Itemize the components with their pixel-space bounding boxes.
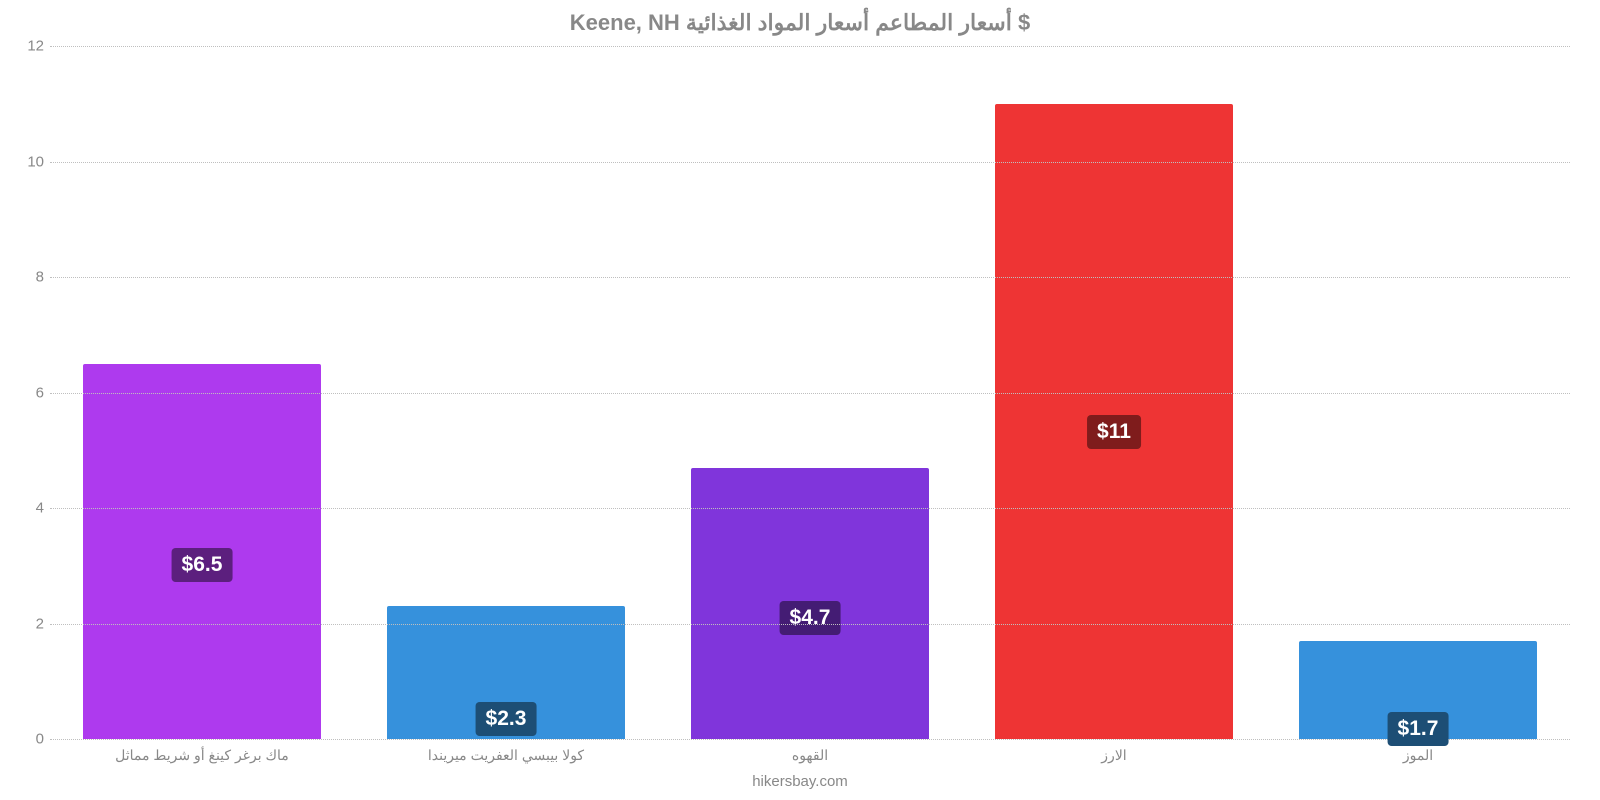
x-tick-label: كولا بيبسي العفريت ميريندا (354, 747, 658, 764)
gridline (50, 393, 1570, 394)
y-tick-label: 4 (10, 500, 44, 517)
y-tick-label: 12 (10, 38, 44, 55)
y-tick-label: 2 (10, 615, 44, 632)
bar-value-label: $1.7 (1388, 712, 1449, 746)
x-tick-label: القهوه (658, 747, 962, 764)
attribution-text: hikersbay.com (0, 773, 1600, 790)
bar: $1.7 (1299, 641, 1536, 739)
gridline (50, 277, 1570, 278)
gridline (50, 162, 1570, 163)
bar-value-label: $4.7 (780, 601, 841, 635)
y-tick-label: 0 (10, 731, 44, 748)
bar-value-label: $2.3 (476, 702, 537, 736)
y-tick-label: 6 (10, 384, 44, 401)
bar-value-label: $6.5 (172, 548, 233, 582)
y-tick-label: 8 (10, 269, 44, 286)
chart-title: Keene, NH أسعار المطاعم أسعار المواد الغ… (0, 0, 1600, 46)
gridline (50, 46, 1570, 47)
x-axis-labels: ماك برغر كينغ أو شريط مماثلكولا بيبسي ال… (50, 747, 1570, 764)
x-tick-label: الموز (1266, 747, 1570, 764)
price-bar-chart: Keene, NH أسعار المطاعم أسعار المواد الغ… (0, 0, 1600, 800)
bar: $2.3 (387, 606, 624, 739)
gridline (50, 508, 1570, 509)
x-tick-label: ماك برغر كينغ أو شريط مماثل (50, 747, 354, 764)
plot-area: $6.5$2.3$4.7$11$1.7 024681012 (50, 46, 1570, 740)
y-tick-label: 10 (10, 153, 44, 170)
gridline (50, 624, 1570, 625)
bar: $6.5 (83, 364, 320, 739)
bar: $11 (995, 104, 1232, 739)
bar-value-label: $11 (1087, 415, 1141, 449)
x-tick-label: الارز (962, 747, 1266, 764)
